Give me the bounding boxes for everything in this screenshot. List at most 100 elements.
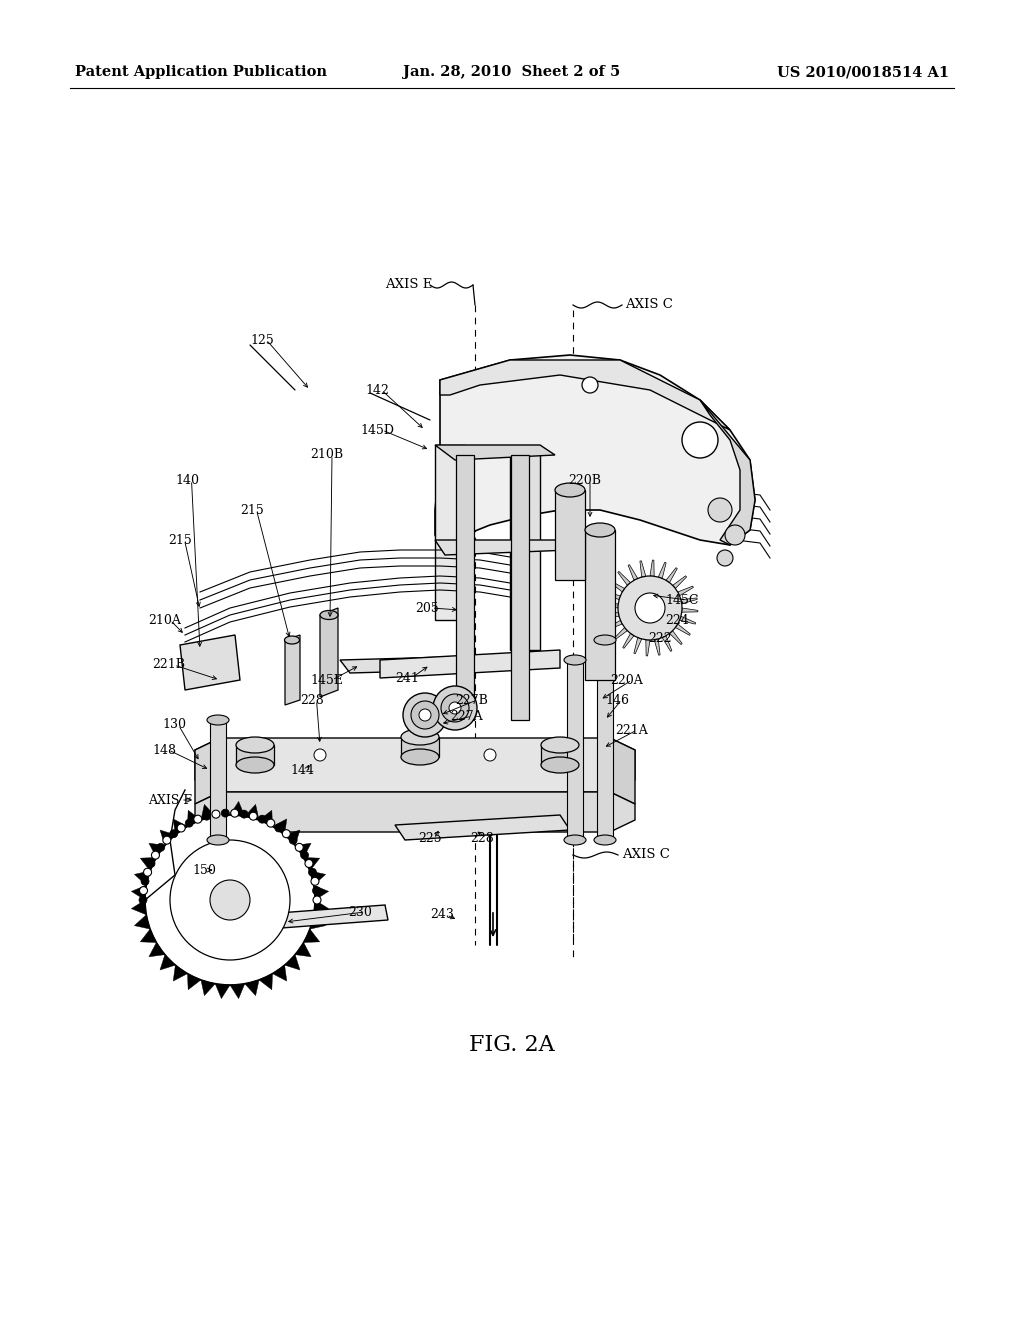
Circle shape (249, 812, 257, 820)
Text: Jan. 28, 2010  Sheet 2 of 5: Jan. 28, 2010 Sheet 2 of 5 (403, 65, 621, 79)
Circle shape (147, 859, 155, 867)
Text: US 2010/0018514 A1: US 2010/0018514 A1 (777, 65, 949, 79)
Circle shape (308, 869, 316, 876)
Polygon shape (658, 562, 667, 578)
Polygon shape (340, 655, 530, 673)
Polygon shape (666, 568, 677, 582)
Circle shape (274, 824, 283, 832)
Text: 148: 148 (152, 743, 176, 756)
Ellipse shape (594, 836, 616, 845)
Polygon shape (259, 974, 272, 990)
Circle shape (312, 887, 321, 895)
Circle shape (449, 702, 461, 714)
Circle shape (295, 843, 303, 851)
Circle shape (221, 809, 229, 817)
Circle shape (157, 843, 165, 851)
Polygon shape (680, 616, 695, 624)
Polygon shape (148, 942, 165, 957)
Polygon shape (173, 818, 187, 834)
Text: 220A: 220A (610, 673, 643, 686)
Polygon shape (628, 565, 638, 581)
Text: 125: 125 (250, 334, 273, 346)
Circle shape (305, 859, 313, 867)
Circle shape (230, 809, 239, 817)
Polygon shape (700, 400, 755, 545)
Text: 225: 225 (418, 832, 441, 845)
Polygon shape (682, 609, 698, 612)
Circle shape (635, 593, 665, 623)
Circle shape (139, 887, 147, 895)
Polygon shape (510, 450, 540, 649)
Polygon shape (401, 737, 439, 756)
Polygon shape (285, 830, 300, 845)
Text: 228: 228 (470, 832, 494, 845)
Polygon shape (201, 804, 215, 820)
Circle shape (419, 709, 431, 721)
Text: AXIS C: AXIS C (622, 849, 670, 862)
Text: 215: 215 (168, 533, 191, 546)
Polygon shape (201, 979, 215, 995)
Text: AXIS F: AXIS F (148, 793, 193, 807)
Text: 144: 144 (290, 763, 314, 776)
Text: 130: 130 (162, 718, 186, 731)
Circle shape (170, 830, 178, 838)
Circle shape (289, 836, 297, 845)
Polygon shape (131, 886, 146, 900)
Polygon shape (187, 974, 201, 990)
Text: FIG. 2A: FIG. 2A (469, 1034, 555, 1056)
Ellipse shape (585, 523, 615, 537)
Polygon shape (215, 983, 230, 999)
Text: AXIS E: AXIS E (385, 279, 432, 292)
Ellipse shape (207, 836, 229, 845)
Polygon shape (634, 638, 642, 653)
Text: 146: 146 (605, 693, 629, 706)
Circle shape (210, 880, 250, 920)
Circle shape (314, 748, 326, 762)
Circle shape (143, 869, 152, 876)
Circle shape (682, 422, 718, 458)
Polygon shape (140, 929, 157, 942)
Polygon shape (195, 738, 635, 792)
Circle shape (484, 748, 496, 762)
Circle shape (177, 824, 185, 832)
Polygon shape (606, 620, 623, 630)
Circle shape (717, 550, 733, 566)
Polygon shape (319, 609, 338, 697)
Circle shape (141, 878, 150, 886)
Polygon shape (180, 635, 240, 690)
Circle shape (708, 498, 732, 521)
Polygon shape (160, 830, 175, 845)
Circle shape (441, 694, 469, 722)
Circle shape (411, 701, 439, 729)
Circle shape (258, 816, 266, 824)
Polygon shape (140, 858, 157, 871)
Polygon shape (295, 942, 311, 957)
Polygon shape (603, 612, 620, 618)
Circle shape (301, 851, 308, 859)
Text: AXIS C: AXIS C (625, 298, 673, 312)
Ellipse shape (401, 748, 439, 766)
Circle shape (139, 896, 147, 904)
Polygon shape (380, 649, 560, 678)
Ellipse shape (564, 655, 586, 665)
Polygon shape (613, 627, 628, 640)
Polygon shape (210, 719, 226, 840)
Polygon shape (134, 915, 151, 929)
Circle shape (266, 820, 274, 828)
Text: 241: 241 (395, 672, 419, 685)
Ellipse shape (541, 756, 579, 774)
Text: 227B: 227B (455, 693, 487, 706)
Polygon shape (511, 455, 529, 719)
Ellipse shape (319, 610, 338, 619)
Polygon shape (160, 954, 175, 970)
Polygon shape (236, 744, 274, 766)
Circle shape (163, 836, 171, 845)
Polygon shape (602, 603, 618, 609)
Text: 221B: 221B (152, 659, 185, 672)
Polygon shape (173, 965, 187, 981)
Ellipse shape (564, 836, 586, 845)
Polygon shape (187, 810, 201, 826)
Polygon shape (285, 954, 300, 970)
Polygon shape (310, 871, 326, 886)
Polygon shape (285, 635, 300, 705)
